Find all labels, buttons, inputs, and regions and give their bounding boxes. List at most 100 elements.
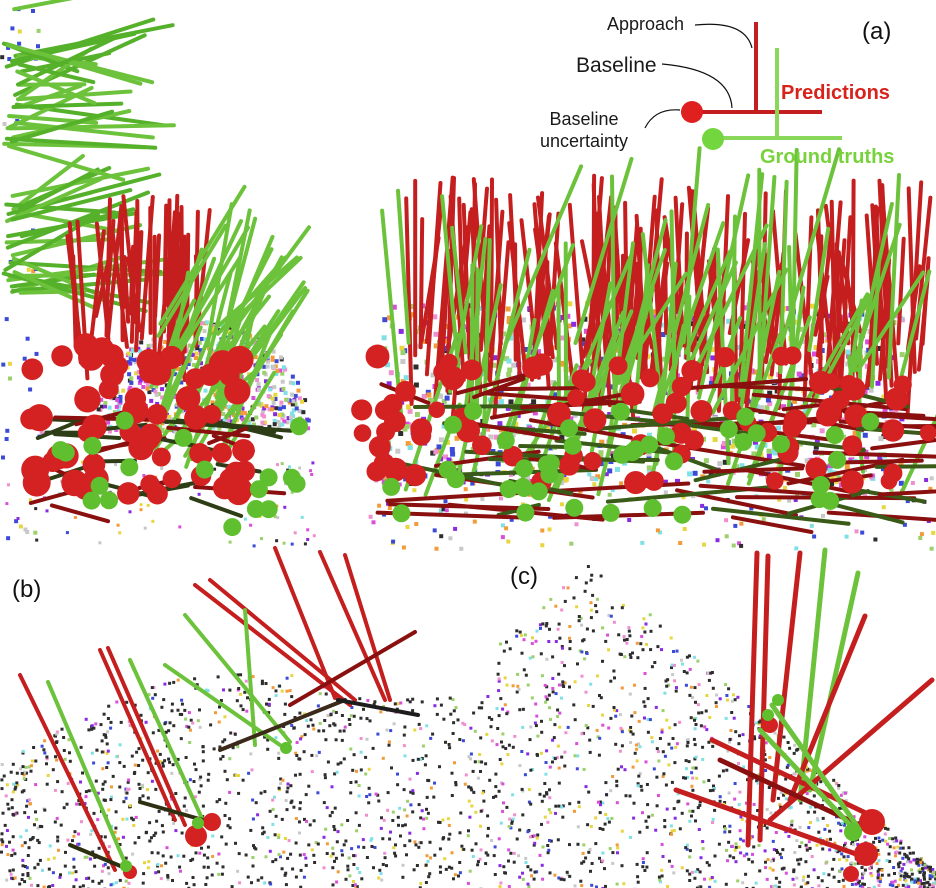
point-cloud-dot bbox=[429, 736, 433, 740]
point-cloud-dot bbox=[357, 845, 360, 849]
grasp-line bbox=[657, 446, 726, 475]
point-cloud-dot bbox=[229, 731, 233, 735]
point-cloud-dot bbox=[681, 662, 684, 666]
point-cloud-dot bbox=[559, 877, 563, 881]
point-cloud-dot bbox=[283, 367, 288, 372]
point-cloud-dot bbox=[51, 871, 55, 875]
point-cloud-dot bbox=[581, 851, 585, 855]
point-cloud-dot bbox=[157, 809, 161, 813]
uncertainty-sphere bbox=[567, 389, 585, 407]
point-cloud-dot bbox=[658, 624, 662, 628]
point-cloud-dot bbox=[784, 871, 788, 875]
point-cloud-dot bbox=[13, 812, 17, 816]
point-cloud-dot bbox=[118, 743, 122, 747]
grasp-line bbox=[659, 221, 726, 405]
point-cloud-dot bbox=[913, 879, 917, 883]
point-cloud-dot bbox=[111, 882, 115, 886]
point-cloud-dot bbox=[702, 542, 707, 547]
point-cloud-dot bbox=[154, 871, 158, 875]
point-cloud-dot bbox=[724, 882, 728, 886]
point-cloud-dot bbox=[707, 740, 711, 744]
point-cloud-dot bbox=[931, 868, 935, 871]
point-cloud-dot bbox=[8, 869, 12, 873]
point-cloud-dot bbox=[841, 434, 847, 440]
point-cloud-dot bbox=[930, 883, 934, 887]
point-cloud-dot bbox=[262, 364, 267, 369]
point-cloud-dot bbox=[671, 673, 675, 677]
point-cloud-dot bbox=[545, 697, 549, 701]
grasp-line bbox=[738, 172, 765, 398]
point-cloud-dot bbox=[107, 872, 111, 876]
point-cloud-dot bbox=[777, 773, 781, 777]
point-cloud-dot bbox=[508, 399, 514, 405]
point-cloud-dot bbox=[296, 380, 300, 385]
point-cloud-dot bbox=[708, 716, 712, 719]
point-cloud-dot bbox=[720, 444, 726, 450]
point-cloud-dot bbox=[842, 885, 846, 888]
point-cloud-dot bbox=[916, 877, 920, 881]
point-cloud-dot bbox=[264, 682, 268, 685]
point-cloud-dot bbox=[505, 805, 509, 809]
point-cloud-dot bbox=[882, 407, 888, 413]
point-cloud-dot bbox=[646, 803, 650, 807]
point-cloud-dot bbox=[676, 792, 680, 796]
point-cloud-dot bbox=[766, 448, 772, 454]
point-cloud-dot bbox=[541, 845, 545, 849]
point-cloud-dot bbox=[30, 764, 33, 768]
grasp-line bbox=[787, 613, 868, 803]
point-cloud-dot bbox=[536, 349, 541, 355]
point-cloud-dot bbox=[607, 468, 613, 474]
point-cloud-dot bbox=[106, 717, 110, 720]
point-cloud-dot bbox=[633, 751, 637, 755]
uncertainty-sphere bbox=[395, 380, 416, 402]
point-cloud-dot bbox=[563, 477, 569, 482]
point-cloud-dot bbox=[540, 719, 543, 723]
point-cloud-dot bbox=[137, 747, 141, 751]
point-cloud-dot bbox=[850, 861, 854, 865]
point-cloud-dot bbox=[381, 863, 385, 866]
point-cloud-dot bbox=[380, 816, 383, 820]
point-cloud-dot bbox=[504, 526, 509, 531]
point-cloud-dot bbox=[328, 724, 332, 728]
uncertainty-sphere bbox=[365, 344, 390, 369]
point-cloud-dot bbox=[12, 782, 16, 786]
uncertainty-sphere bbox=[461, 359, 483, 381]
point-cloud-dot bbox=[660, 730, 664, 734]
point-cloud-dot bbox=[535, 629, 539, 633]
point-cloud-dot bbox=[771, 884, 775, 888]
point-cloud-dot bbox=[574, 576, 578, 580]
point-cloud-dot bbox=[598, 811, 602, 815]
point-cloud-dot bbox=[556, 627, 560, 631]
point-cloud-dot bbox=[425, 854, 429, 858]
point-cloud-dot bbox=[792, 870, 796, 874]
point-cloud-dot bbox=[522, 638, 526, 642]
point-cloud-dot bbox=[290, 695, 294, 699]
point-cloud-dot bbox=[355, 829, 359, 833]
point-cloud-dot bbox=[96, 407, 101, 412]
point-cloud-dot bbox=[261, 832, 265, 836]
point-cloud-dot bbox=[409, 312, 415, 318]
point-cloud-dot bbox=[79, 780, 82, 784]
point-cloud-dot bbox=[180, 702, 184, 706]
point-cloud-dot bbox=[98, 541, 102, 545]
point-cloud-dot bbox=[503, 703, 507, 707]
point-cloud-dot bbox=[20, 878, 24, 881]
point-cloud-dot bbox=[387, 506, 392, 510]
point-cloud-dot bbox=[249, 523, 253, 527]
point-cloud-dot bbox=[521, 317, 527, 323]
point-cloud-dot bbox=[710, 355, 716, 361]
point-cloud-dot bbox=[684, 683, 688, 687]
point-cloud-dot bbox=[689, 716, 693, 720]
point-cloud-dot bbox=[275, 539, 279, 543]
point-cloud-dot bbox=[724, 683, 728, 686]
point-cloud-dot bbox=[144, 831, 148, 835]
point-cloud-dot bbox=[898, 861, 902, 865]
point-cloud-dot bbox=[330, 810, 334, 814]
point-cloud-dot bbox=[148, 821, 152, 825]
point-cloud-dot bbox=[703, 725, 707, 729]
point-cloud-dot bbox=[910, 880, 914, 884]
point-cloud-dot bbox=[750, 860, 754, 864]
uncertainty-sphere bbox=[842, 377, 866, 401]
point-cloud-dot bbox=[490, 739, 494, 743]
point-cloud-dot bbox=[589, 608, 593, 612]
